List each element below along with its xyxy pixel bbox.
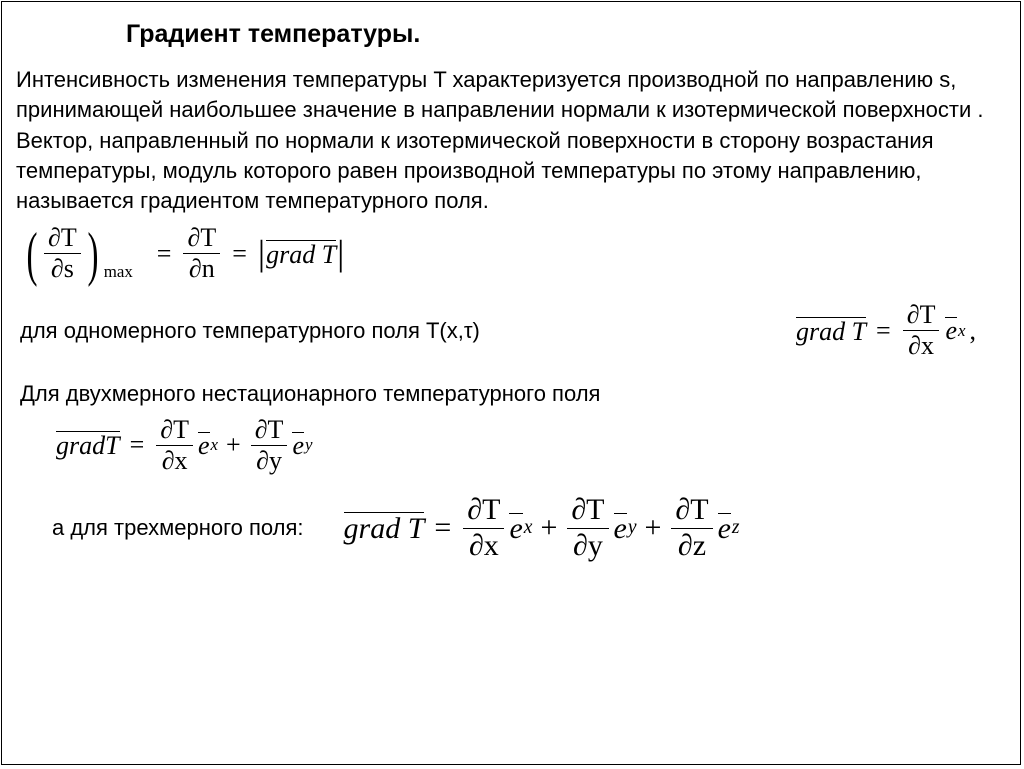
abs-left-icon: |	[258, 241, 265, 266]
den-2d-y: ∂y	[256, 446, 282, 475]
den-ds: ∂s	[51, 254, 74, 283]
paragraph-2: Вектор, направленный по нормали к изотер…	[16, 126, 1006, 215]
den-2d-x: ∂x	[162, 446, 188, 475]
num-3d-y: ∂T	[571, 493, 604, 526]
vec-ex-2d: e	[198, 432, 210, 459]
den-1d: ∂x	[908, 331, 934, 360]
den-3d-y: ∂y	[573, 529, 603, 562]
subscript-max: max	[104, 262, 133, 282]
vec-ex-1d: e	[945, 317, 957, 344]
frac-dT-dn: ∂T ∂n	[183, 223, 220, 284]
text-1d: для одномерного температурного поля T(x,…	[20, 318, 480, 344]
num-1d: ∂T	[907, 300, 936, 329]
equation-1d: grad T = ∂T ∂x ex ,	[796, 300, 976, 361]
left-paren-icon: (	[26, 230, 37, 278]
den-3d-z: ∂z	[678, 529, 706, 562]
sub-y-3d: y	[628, 517, 637, 539]
vec-e-3dz: e	[718, 512, 731, 545]
slide-content: Градиент температуры. Интенсивность изме…	[2, 2, 1020, 563]
grad-T-text: grad T	[266, 240, 336, 269]
comma-1d: ,	[970, 316, 977, 346]
den-dn: ∂n	[189, 254, 215, 283]
equals-2d: =	[130, 430, 145, 460]
frac-2d-x: ∂T ∂x	[156, 415, 193, 476]
equation-3d: grad T = ∂T ∂x ex + ∂T ∂y ey + ∂T ∂z e	[344, 493, 740, 563]
grad-T-overline: grad T	[266, 240, 336, 268]
vec-e-3dx: e	[509, 512, 522, 545]
grad-T-2d-text: gradT	[56, 431, 120, 460]
frac-2d-y: ∂T ∂y	[251, 415, 288, 476]
plus-3d-1: +	[540, 511, 557, 545]
plus-3d-2: +	[645, 511, 662, 545]
den-3d-x: ∂x	[469, 529, 499, 562]
num-dT: ∂T	[48, 223, 77, 252]
grad-T-1d: grad T	[796, 317, 866, 345]
sub-x-1d: x	[958, 321, 966, 341]
abs-right-icon: |	[337, 241, 344, 266]
frac-3d-z: ∂T ∂z	[671, 493, 712, 563]
equals-1d: =	[876, 316, 891, 346]
sub-z-3d: z	[732, 517, 740, 539]
paragraph-1: Интенсивность изменения температуры T ха…	[16, 65, 1006, 124]
equals-2: =	[232, 239, 247, 269]
text-3d: а для трехмерного поля:	[52, 515, 304, 541]
plus-2d: +	[226, 430, 241, 460]
num-2d-y: ∂T	[255, 415, 284, 444]
frac-3d-x: ∂T ∂x	[463, 493, 504, 563]
grad-T-3d: grad T	[344, 512, 425, 544]
row-1d-field: для одномерного температурного поля T(x,…	[16, 300, 1006, 361]
equation-max-gradient: ( ∂T ∂s ) max = ∂T ∂n = | grad T |	[22, 223, 1006, 284]
num-2d-x: ∂T	[160, 415, 189, 444]
row-3d-field: а для трехмерного поля: grad T = ∂T ∂x e…	[16, 493, 1006, 563]
sub-x-2d: x	[211, 435, 219, 455]
equation-2d: gradT = ∂T ∂x ex + ∂T ∂y ey	[56, 415, 1006, 476]
vec-e-3dy: e	[614, 512, 627, 545]
grad-T-2d: gradT	[56, 431, 120, 459]
equals-1: =	[157, 239, 172, 269]
page-title: Градиент температуры.	[126, 20, 1006, 49]
num-3d-z: ∂T	[675, 493, 708, 526]
vec-ex-3d: e	[509, 513, 522, 544]
sub-x-3d: x	[524, 517, 533, 539]
right-paren-icon: )	[87, 230, 98, 278]
text-2d: Для двухмерного нестационарного температ…	[20, 379, 1006, 409]
sub-y-2d: y	[305, 435, 313, 455]
vec-ez-3d: e	[718, 513, 731, 544]
slide-frame: Градиент температуры. Интенсивность изме…	[1, 1, 1021, 765]
num-3d-x: ∂T	[467, 493, 500, 526]
vec-e-2dx: e	[198, 431, 210, 460]
grad-T-1d-text: grad T	[796, 317, 866, 346]
frac-1d: ∂T ∂x	[903, 300, 940, 361]
vec-e-1d: e	[945, 316, 957, 345]
frac-dT-ds: ∂T ∂s	[44, 223, 81, 284]
vec-e-2dy: e	[292, 431, 304, 460]
equals-3d: =	[434, 511, 451, 545]
vec-ey-2d: e	[292, 432, 304, 459]
vec-ey-3d: e	[614, 513, 627, 544]
frac-3d-y: ∂T ∂y	[567, 493, 608, 563]
num-dT-2: ∂T	[187, 223, 216, 252]
grad-T-3d-text: grad T	[344, 512, 425, 545]
